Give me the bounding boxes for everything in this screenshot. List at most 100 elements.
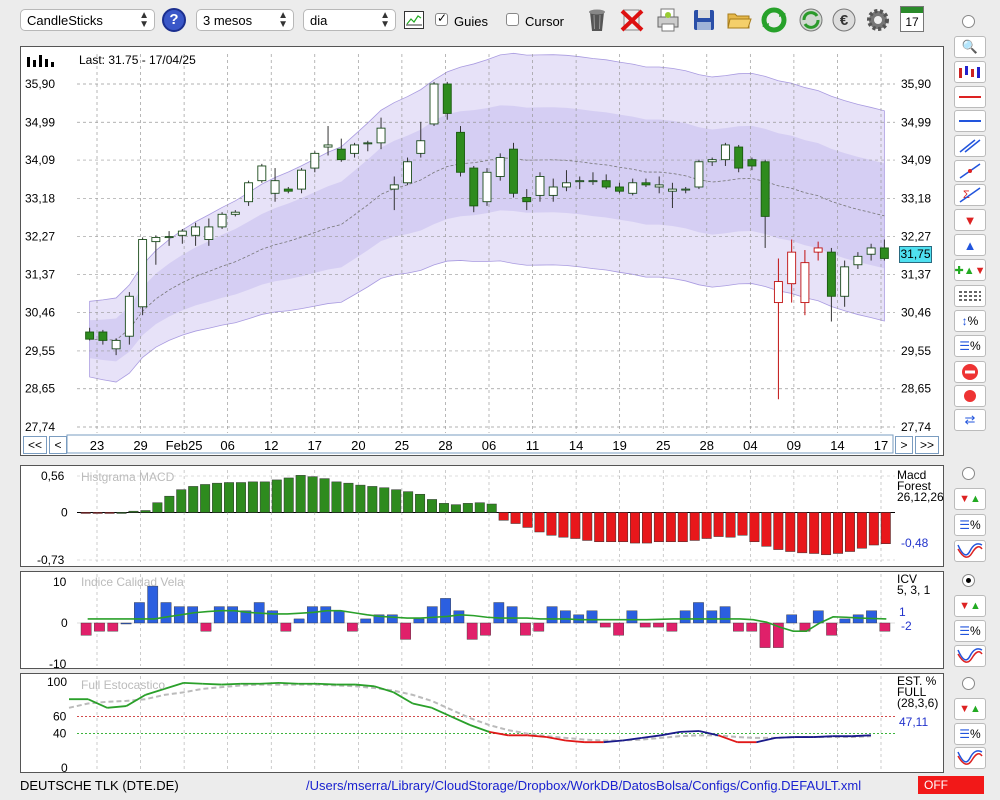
macd-bar [677, 512, 688, 543]
price-panel[interactable]: 35,90 35,90 34,99 34,99 34,09 34,09 33,18 33,18… [20, 46, 944, 456]
icv-bar [546, 606, 558, 624]
icv-lines-percent-button[interactable]: ☰% [954, 620, 986, 642]
print-icon[interactable] [654, 6, 682, 34]
candle-body [350, 144, 359, 154]
icv-bar [293, 618, 305, 624]
blue-hline-button[interactable] [954, 110, 986, 132]
macd-bar [486, 503, 497, 513]
grid-lines-button[interactable] [954, 285, 986, 307]
gear-icon[interactable] [864, 6, 892, 34]
chart-icon[interactable] [404, 11, 424, 29]
candle-body [879, 247, 889, 259]
refresh-globe-icon[interactable] [797, 6, 825, 34]
moving-average-line [89, 157, 885, 341]
nav-next-button[interactable]: > [895, 436, 913, 454]
arrow-up-icon: ▲ [963, 237, 977, 253]
scale-percent-button[interactable]: ↕% [954, 310, 986, 332]
macd-bar [152, 502, 163, 513]
chart-style-button[interactable] [954, 61, 986, 83]
add-signals-button[interactable]: ✚▲▼ [954, 259, 986, 281]
calendar-icon[interactable]: 17 [900, 6, 924, 32]
macd-bar [833, 512, 843, 554]
macd-bar [450, 504, 461, 513]
period-select[interactable]: 3 mesos ▲ ▼ [196, 9, 294, 31]
icv-panel[interactable]: 10 0 -10 Indice Calidad Vela ICV 5, 3, 1 1… [20, 571, 944, 669]
macd-bar [235, 482, 246, 513]
macd-panel-radio[interactable] [962, 467, 975, 480]
macd-bar [438, 503, 449, 513]
macd-bar [247, 481, 258, 513]
macd-params: 26,12,26 [897, 490, 944, 504]
red-hline-button[interactable] [954, 86, 986, 108]
stoch-fast-segment [145, 688, 165, 696]
guides-checkbox[interactable] [435, 11, 448, 26]
buy-arrow-button[interactable]: ▲ [954, 234, 986, 256]
cursor-checkbox[interactable] [506, 13, 519, 26]
price-tick-left: 34,09 [25, 153, 55, 167]
sell-arrow-button[interactable]: ▼ [954, 209, 986, 231]
icv-panel-radio[interactable] [962, 574, 975, 587]
price-tick-right: 27,74 [901, 420, 931, 434]
scale-percent-icon: ↕% [961, 314, 979, 328]
macd-bar [558, 512, 569, 538]
macd-lines-percent-button[interactable]: ☰% [954, 514, 986, 536]
macd-bar [283, 477, 294, 513]
candle-body [826, 251, 836, 297]
candle-body [760, 161, 770, 217]
fibonacci-button[interactable]: Σ [954, 184, 986, 206]
zoom-button[interactable]: 🔍 [954, 36, 986, 58]
icv-bar [746, 622, 758, 632]
record-button[interactable] [954, 385, 986, 407]
candle-body [323, 144, 333, 148]
icv-bar [839, 618, 851, 624]
open-folder-icon[interactable] [725, 6, 753, 34]
nav-first-button[interactable]: << [23, 436, 47, 454]
stoch-tick: 60 [53, 709, 67, 723]
icv-bar [80, 622, 92, 636]
chart-type-select[interactable]: CandleSticks ▲ ▼ [20, 9, 155, 31]
icv-curves-button[interactable] [954, 645, 986, 667]
save-icon[interactable] [690, 6, 718, 34]
channel-button[interactable] [954, 135, 986, 157]
help-button[interactable]: ? [162, 8, 186, 32]
stop-button[interactable] [954, 361, 986, 383]
icv-bar [866, 610, 877, 624]
nav-last-button[interactable]: >> [915, 436, 939, 454]
trendline-button[interactable] [954, 160, 986, 182]
macd-curves-button[interactable] [954, 540, 986, 562]
price-chart[interactable]: 35,90 35,90 34,99 34,99 34,09 34,09 33,18 33,18… [21, 47, 943, 455]
macd-panel[interactable]: 0,56 0 -0,73 Histgrama MACD Macd Forest 26… [20, 465, 944, 567]
candle-body [416, 140, 426, 154]
stoch-curves-button[interactable] [954, 747, 986, 769]
stoch-signals-button[interactable]: ▼▲ [954, 698, 986, 720]
candle-body [363, 142, 373, 145]
macd-signals-button[interactable]: ▼▲ [954, 488, 986, 510]
candle-body [787, 251, 797, 285]
icv-bar [280, 622, 292, 632]
icv-bar [413, 618, 425, 624]
delete-icon[interactable] [618, 6, 646, 34]
icv-signals-button[interactable]: ▼▲ [954, 595, 986, 617]
macd-bar [80, 512, 91, 514]
interval-select[interactable]: dia ▲ ▼ [303, 9, 396, 31]
nav-prev-button[interactable]: < [49, 436, 67, 454]
price-panel-radio[interactable] [962, 15, 975, 28]
stoch-panel[interactable]: 100 60 40 0 Full Estocastico EST. % FULL (2… [20, 673, 944, 773]
date-label: 14 [569, 438, 583, 453]
arrow-down-icon: ▼ [963, 212, 977, 228]
curves-icon [957, 750, 983, 765]
stoch-fast-segment [355, 683, 375, 688]
channel-icon [959, 139, 981, 153]
icv-value-1: 1 [899, 605, 906, 619]
off-toggle[interactable]: OFF [918, 776, 984, 794]
refresh-icon[interactable] [760, 6, 788, 34]
candle-body [747, 159, 757, 167]
trash-icon[interactable] [583, 6, 611, 34]
lines-percent-button[interactable]: ☰% [954, 335, 986, 357]
euro-icon[interactable]: € [830, 6, 858, 34]
stoch-panel-radio[interactable] [962, 677, 975, 690]
date-label: 19 [612, 438, 626, 453]
config-path-link[interactable]: /Users/mserra/Library/CloudStorage/Dropb… [306, 778, 862, 793]
swap-button[interactable]: ⇄ [954, 409, 986, 431]
stoch-lines-percent-button[interactable]: ☰% [954, 723, 986, 745]
